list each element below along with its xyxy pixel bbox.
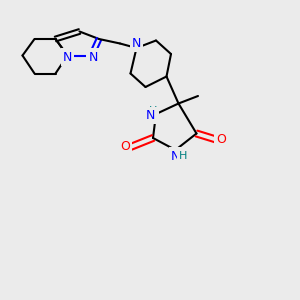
Text: O: O [120, 140, 130, 154]
Text: O: O [217, 133, 226, 146]
Text: N: N [63, 50, 72, 64]
Text: H: H [179, 151, 187, 161]
Text: N: N [145, 109, 155, 122]
Text: N: N [132, 37, 141, 50]
Text: N: N [171, 149, 180, 163]
Text: N: N [88, 50, 98, 64]
Text: H: H [149, 106, 157, 116]
